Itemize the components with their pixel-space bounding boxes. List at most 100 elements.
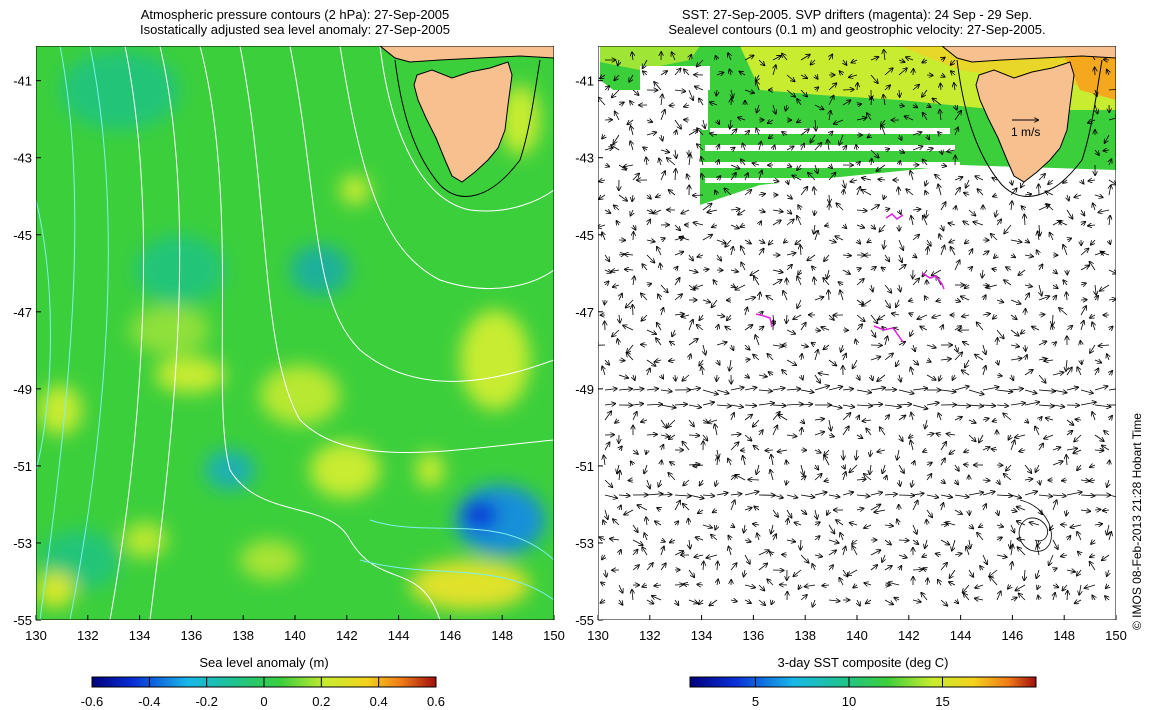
velocity-vector: [1080, 341, 1081, 345]
velocity-vector: [1004, 280, 1012, 286]
velocity-vector: [772, 270, 783, 272]
colorbar-tick-label: -0.4: [138, 694, 160, 709]
velocity-vector: [922, 89, 928, 97]
velocity-vector: [644, 464, 647, 473]
velocity-vector: [814, 143, 821, 151]
velocity-vector: [1039, 479, 1040, 484]
velocity-vector: [899, 134, 902, 140]
velocity-vector: [689, 354, 691, 361]
velocity-vector: [898, 389, 914, 394]
velocity-vector: [1099, 345, 1110, 346]
velocity-vector: [717, 359, 720, 365]
velocity-vector: [772, 345, 783, 347]
velocity-vector: [996, 220, 1001, 226]
velocity-vector: [884, 299, 890, 308]
velocity-vector: [669, 190, 676, 196]
velocity-vector: [702, 300, 710, 302]
velocity-vector: [815, 119, 816, 130]
velocity-vector: [1093, 203, 1095, 211]
velocity-vector: [982, 314, 990, 315]
velocity-vector: [800, 129, 809, 136]
velocity-vector: [646, 120, 652, 122]
velocity-vector: [759, 171, 762, 181]
velocity-vector: [797, 99, 801, 106]
velocity-vector: [745, 173, 748, 181]
velocity-vector: [912, 570, 922, 571]
velocity-vector: [898, 239, 903, 250]
velocity-vector: [782, 132, 788, 135]
velocity-vector: [982, 492, 995, 496]
velocity-vector: [632, 450, 638, 454]
velocity-vector: [1081, 180, 1084, 184]
velocity-vector: [940, 359, 951, 360]
velocity-vector: [717, 176, 720, 180]
velocity-vector: [814, 278, 815, 286]
velocity-vector: [730, 209, 740, 210]
velocity-vector: [897, 449, 899, 460]
velocity-vector: [715, 191, 717, 195]
velocity-vector: [819, 373, 830, 375]
velocity-vector: [1011, 524, 1014, 532]
velocity-vector: [618, 102, 624, 105]
velocity-vector: [899, 254, 902, 262]
velocity-vector: [786, 359, 796, 365]
velocity-vector: [646, 132, 656, 135]
velocity-vector: [1095, 104, 1098, 113]
velocity-vector: [898, 342, 905, 345]
velocity-vector: [670, 105, 676, 106]
velocity-vector: [1011, 179, 1012, 185]
velocity-vector: [834, 119, 844, 124]
velocity-vector: [618, 59, 619, 65]
velocity-vector: [647, 479, 650, 488]
velocity-vector: [699, 359, 703, 366]
velocity-vector: [1080, 389, 1093, 393]
velocity-vector: [745, 375, 749, 378]
velocity-vector: [800, 89, 807, 97]
velocity-vector: [710, 102, 718, 105]
velocity-vector: [955, 344, 958, 352]
velocity-vector: [843, 179, 845, 188]
velocity-vector: [716, 254, 721, 261]
velocity-vector: [913, 105, 917, 107]
velocity-vector: [994, 255, 997, 258]
velocity-vector: [1107, 479, 1109, 487]
velocity-vector: [647, 369, 650, 376]
velocity-vector: [1052, 447, 1060, 450]
velocity-vector: [912, 524, 917, 534]
velocity-vector: [946, 522, 956, 525]
velocity-vector: [884, 405, 901, 407]
velocity-vector: [771, 524, 773, 533]
velocity-vector: [1010, 314, 1017, 319]
velocity-vector: [772, 280, 782, 286]
velocity-vector: [1108, 388, 1116, 391]
velocity-vector: [965, 359, 970, 367]
velocity-vector: [744, 56, 754, 61]
velocity-vector: [965, 240, 969, 243]
velocity-vector: [617, 221, 620, 225]
velocity-vector: [993, 420, 997, 421]
velocity-vector: [754, 446, 760, 451]
velocity-vector: [787, 210, 791, 214]
velocity-vector: [711, 535, 718, 541]
velocity-vector: [646, 240, 655, 242]
velocity-vector: [842, 269, 850, 274]
velocity-vector: [1010, 329, 1019, 336]
velocity-vector: [949, 223, 956, 225]
velocity-vector: [611, 145, 620, 151]
velocity-vector: [912, 209, 920, 210]
velocity-vector: [814, 419, 824, 420]
velocity-vector: [687, 174, 689, 181]
velocity-vector: [1053, 342, 1056, 345]
velocity-vector: [674, 224, 680, 230]
velocity-vector: [1080, 283, 1086, 285]
velocity-vector: [800, 55, 810, 61]
right-y-tick-label: -47: [575, 305, 594, 320]
velocity-vector: [1050, 233, 1053, 241]
velocity-vector: [871, 97, 872, 106]
velocity-vector: [633, 224, 636, 230]
velocity-vector: [1010, 389, 1023, 390]
velocity-vector: [824, 344, 830, 349]
velocity-vector: [909, 300, 913, 301]
velocity-vector: [841, 344, 843, 352]
velocity-vector: [870, 74, 878, 83]
